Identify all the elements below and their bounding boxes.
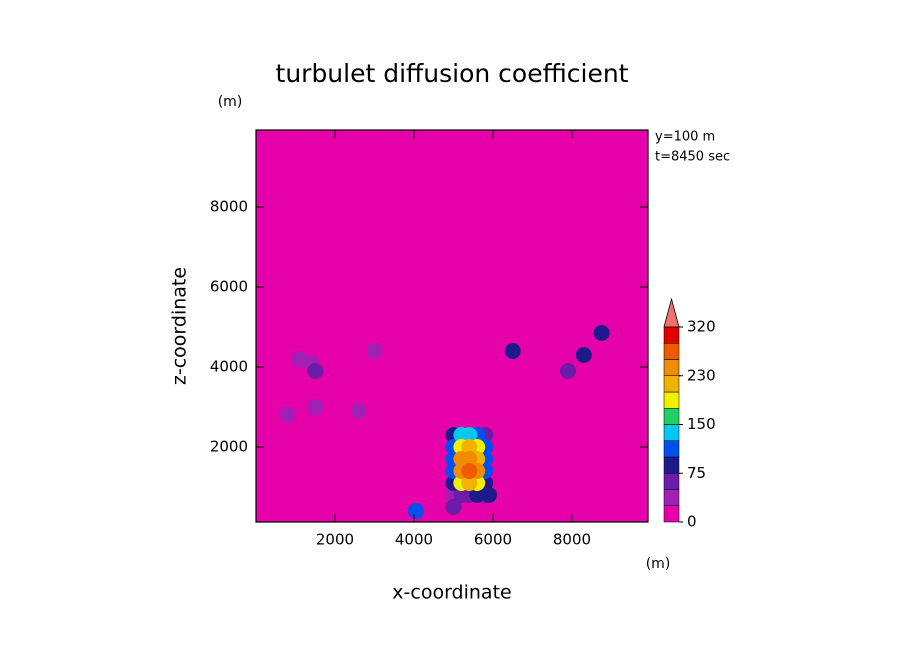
colorbar-tick-label: 230: [687, 366, 716, 384]
colorbar-segment: [663, 440, 680, 458]
contour-spot: [461, 463, 478, 479]
contour-spot: [461, 427, 478, 443]
contour-spot: [279, 407, 296, 423]
colorbar-segment: [663, 391, 680, 409]
colorbar-segment: [663, 326, 680, 344]
colorbar-segment: [663, 359, 680, 376]
contour-spot: [560, 363, 577, 379]
contour-spot: [307, 399, 324, 415]
y-tick-label: 2000: [210, 438, 248, 456]
colorbar-extend: [663, 297, 680, 328]
colorbar-tick-label: 150: [687, 415, 716, 433]
contour-spot: [461, 451, 478, 467]
contour-spot: [481, 487, 498, 503]
plot-frame: [255, 129, 649, 523]
y-unit: (m): [218, 94, 243, 110]
colorbar-segment: [663, 505, 680, 523]
y-tick-label: 6000: [210, 278, 248, 296]
contour-spot: [575, 347, 592, 363]
contour-spot: [407, 503, 424, 519]
annotation: t=8450 sec: [655, 150, 730, 165]
contour-spot: [593, 325, 610, 341]
colorbar-tick-label: 75: [687, 464, 706, 482]
contour-spot: [469, 487, 486, 503]
y-tick-label: 4000: [210, 358, 248, 376]
chart-title: turbulet diffusion coefficient: [276, 59, 629, 88]
contour-spot: [366, 343, 383, 359]
colorbar-tick-label: 320: [687, 318, 716, 336]
annotation: y=100 m: [655, 130, 715, 145]
x-tick-label: 6000: [474, 531, 512, 549]
contour-spot: [307, 363, 324, 379]
colorbar-tick-label: 0: [687, 513, 697, 531]
colorbar-segment: [663, 456, 680, 474]
x-tick-label: 2000: [316, 531, 354, 549]
colorbar-segment: [663, 408, 680, 425]
contour-spot: [445, 499, 462, 515]
x-axis-label: x-coordinate: [392, 582, 511, 604]
colorbar-segment: [663, 473, 680, 490]
y-tick-label: 8000: [210, 198, 248, 216]
contour-spot: [461, 475, 478, 491]
colorbar-segment: [663, 489, 680, 506]
x-tick-label: 4000: [395, 531, 433, 549]
x-tick-label: 8000: [553, 531, 591, 549]
contour-spot: [504, 343, 521, 359]
colorbar-segment: [663, 375, 680, 393]
contour-spot: [350, 403, 367, 419]
colorbar-segment: [663, 424, 680, 441]
colorbar-segment: [663, 343, 680, 360]
x-unit: (m): [646, 556, 671, 572]
contour-spot: [461, 439, 478, 455]
y-axis-label: z-coordinate: [169, 267, 191, 385]
